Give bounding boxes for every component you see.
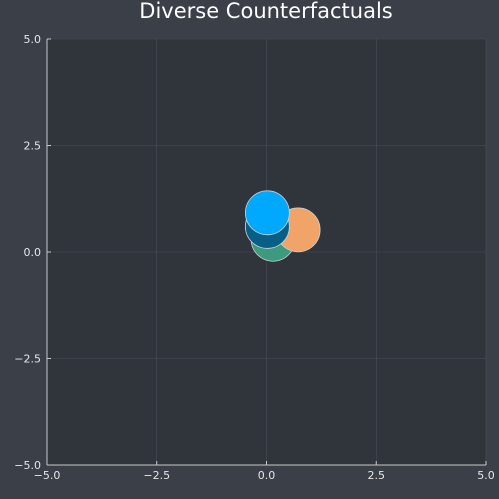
y-tick-label-3: 2.5 <box>24 140 42 153</box>
x-tick-labels: −5.0 −2.5 0.0 2.5 5.0 <box>34 469 495 482</box>
x-tick-label-3: 2.5 <box>368 469 386 482</box>
data-points <box>244 190 321 262</box>
x-tick-label-0: −5.0 <box>34 469 61 482</box>
y-tick-label-4: 5.0 <box>24 33 42 46</box>
y-tick-label-0: −5.0 <box>14 459 41 472</box>
x-tick-label-2: 0.0 <box>258 469 276 482</box>
x-tick-label-4: 5.0 <box>477 469 495 482</box>
y-tick-label-2: 0.0 <box>24 246 42 259</box>
axes <box>46 38 487 466</box>
chart-title: Diverse Counterfactuals <box>139 0 392 23</box>
y-tick-label-1: −2.5 <box>14 353 41 366</box>
y-tick-labels: −5.0 −2.5 0.0 2.5 5.0 <box>14 33 41 472</box>
data-point-3-0 <box>244 190 290 236</box>
x-tick-label-1: −2.5 <box>143 469 170 482</box>
